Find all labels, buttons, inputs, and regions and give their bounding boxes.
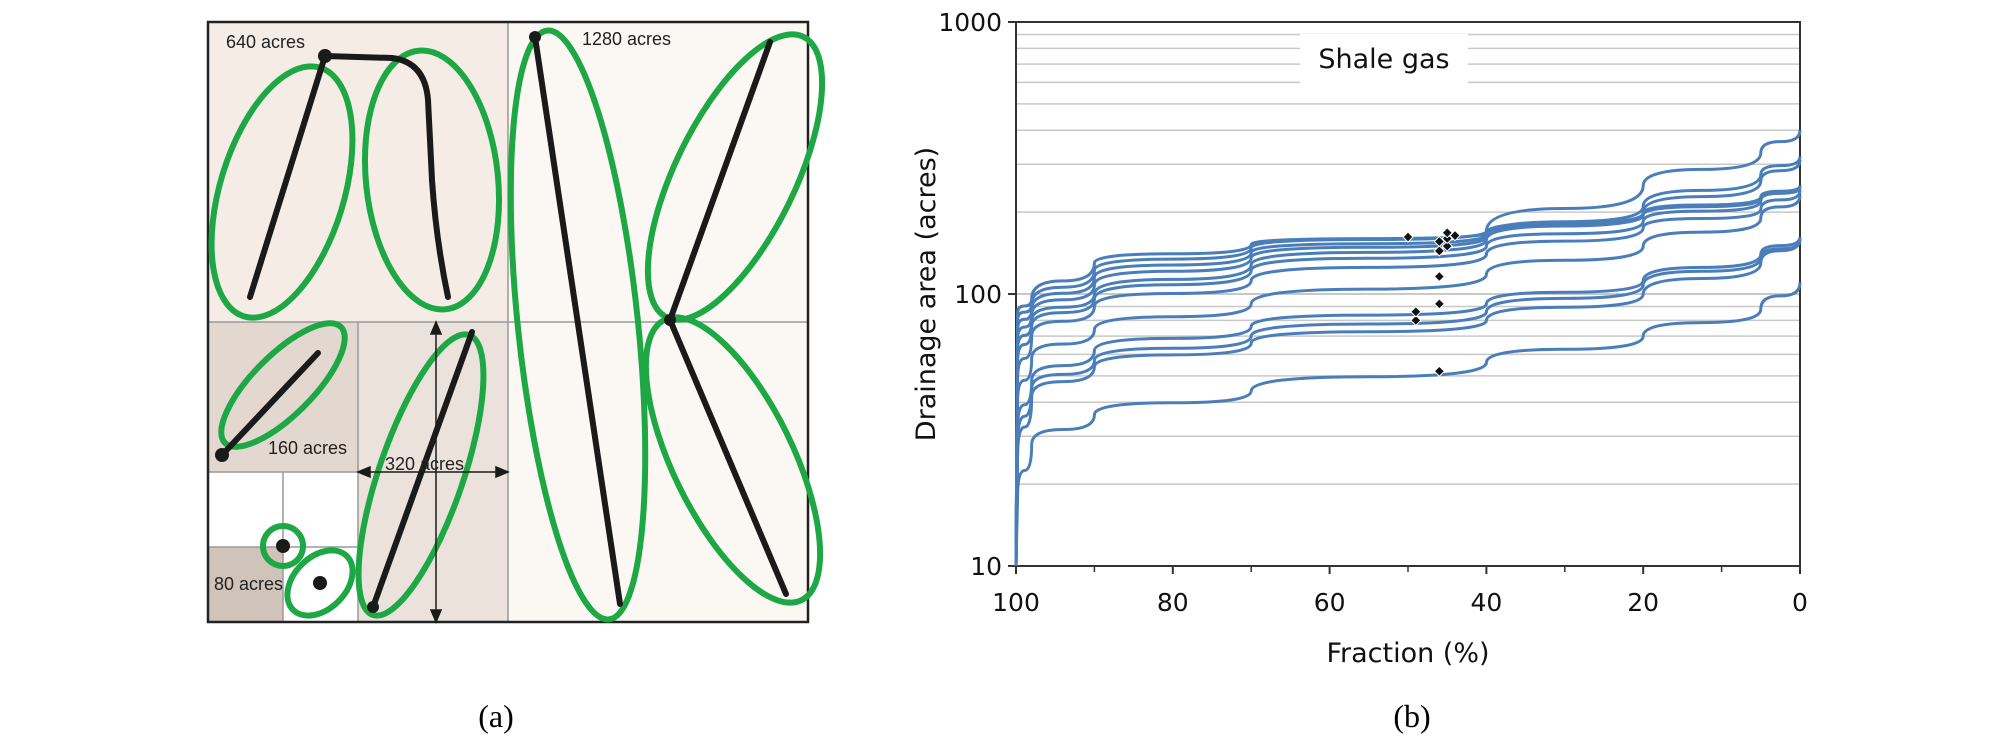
x-tick-label: 80 [1157, 588, 1189, 617]
series-marker-5 [1433, 270, 1446, 283]
caption-b: (b) [1393, 698, 1430, 734]
ellipse-640-right [361, 47, 503, 313]
y-tick-label: 10 [970, 552, 1002, 581]
panel-a-diagram: 640 acres 1280 acres 160 acres 320 acres… [206, 20, 826, 734]
annotation-shale-gas: Shale gas [1318, 44, 1449, 75]
block-40a-bg [208, 472, 283, 547]
series-marker-4 [1433, 298, 1446, 310]
series-line-6 [1014, 190, 1802, 567]
series-line-12 [1014, 185, 1802, 567]
series-line-4 [1014, 236, 1802, 567]
y-axis-ticks: 10 100 1000 [938, 8, 1016, 581]
series-marker-8 [1433, 235, 1446, 248]
label-320-acres: 320 acres [385, 454, 464, 474]
x-tick-label: 40 [1470, 588, 1502, 617]
caption-a: (a) [478, 698, 514, 734]
x-axis-title: Fraction (%) [1326, 638, 1489, 669]
well-dot-40 [276, 539, 290, 553]
ellipse-40 [260, 523, 306, 569]
annotation-box [1300, 34, 1468, 84]
x-axis-ticks: 100 80 60 40 20 0 [992, 566, 1808, 617]
ellipse-1280-tall [507, 27, 649, 623]
label-80-acres: 80 acres [214, 574, 283, 594]
series-line-7 [1014, 185, 1802, 567]
series-line-9 [1014, 156, 1802, 567]
series-marker-7 [1441, 240, 1453, 252]
label-1280-acres: 1280 acres [582, 29, 671, 49]
well-paths [219, 34, 789, 610]
dimension-arrows [356, 320, 510, 624]
series-marker-9 [1441, 232, 1453, 245]
well-dot-80 [313, 576, 327, 590]
x-tick-label: 20 [1627, 588, 1659, 617]
series-line-8 [1014, 160, 1802, 567]
y-axis-title: Drainage area (acres) [911, 147, 942, 441]
series-line-5 [1014, 195, 1802, 567]
series-line-3 [1014, 239, 1802, 567]
x-tick-label: 60 [1314, 588, 1346, 617]
x-tick-label: 100 [992, 588, 1040, 617]
series-marker-1 [1433, 365, 1446, 377]
series-marker-6 [1433, 245, 1446, 257]
label-640-acres: 640 acres [226, 32, 305, 52]
block-640-bg [208, 22, 508, 322]
label-160-acres: 160 acres [268, 438, 347, 458]
well-heads [215, 31, 676, 613]
series-marker-3 [1410, 306, 1422, 318]
series-marker-2 [1410, 314, 1422, 327]
y-tick-label: 1000 [938, 8, 1002, 37]
panel-b-chart: Shale gas 100 80 60 40 20 0 10 100 1000 Fractio… [911, 8, 1808, 734]
series-line-1 [1014, 282, 1802, 567]
series-marker-12 [1441, 227, 1453, 239]
series-line-10 [1014, 187, 1802, 567]
ellipse-160 [218, 320, 348, 450]
series-markers [1402, 227, 1461, 377]
panel-a-border [206, 20, 810, 624]
series-line-2 [1014, 238, 1802, 567]
ellipse-80 [284, 547, 356, 619]
y-tick-label: 100 [954, 280, 1002, 309]
series-marker-11 [1402, 231, 1414, 243]
block-40b-bg [283, 472, 358, 547]
x-tick-label: 0 [1792, 588, 1808, 617]
series-lines [1014, 130, 1802, 567]
